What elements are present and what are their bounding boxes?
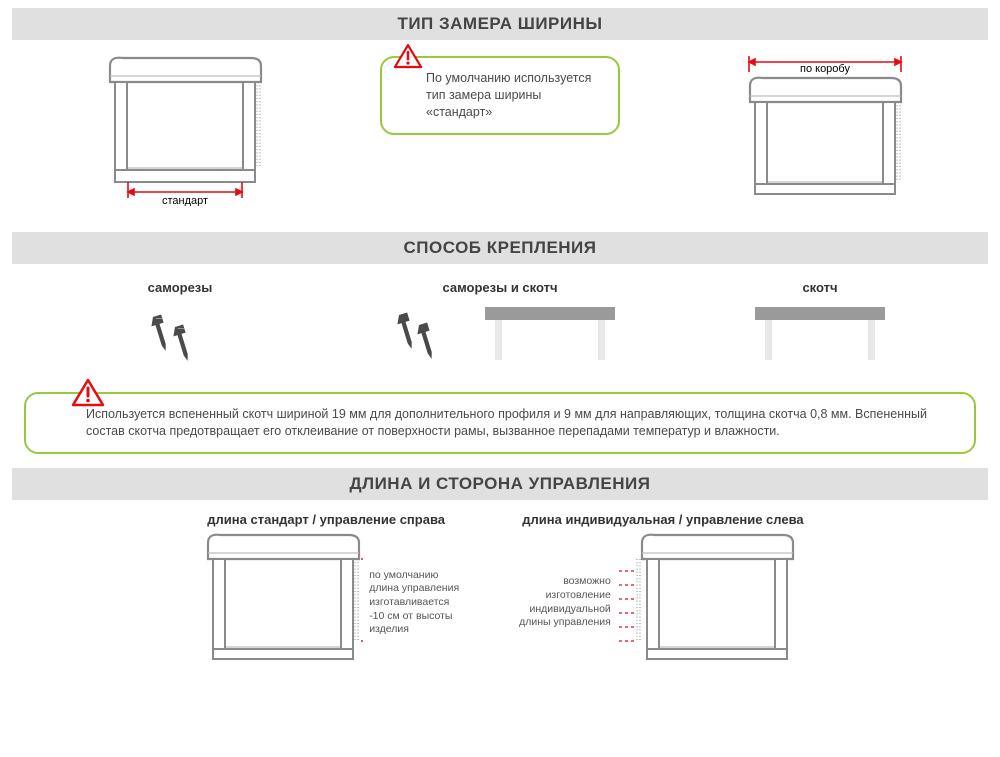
note-line: индивидуальной [519, 603, 611, 617]
control-label-individual: длина индивидуальная / управление слева [519, 512, 807, 527]
note-line: возможно [519, 575, 611, 589]
control-label-standard: длина стандарт / управление справа [193, 512, 459, 527]
control-standard: длина стандарт / управление справа [193, 512, 459, 673]
control-note-individual: возможно изготовление индивидуальной дли… [519, 575, 611, 630]
warning-icon [394, 44, 422, 69]
blind-diagram-standard: стандарт [95, 56, 265, 206]
width-box-col: по коробу [660, 56, 980, 206]
mount-screws-tape: саморезы и скотч [340, 280, 660, 363]
section-header-width: ТИП ЗАМЕРА ШИРИНЫ [12, 8, 988, 40]
control-row: длина стандарт / управление справа [0, 508, 1000, 685]
width-row: стандарт По умолчанию используется тип з… [0, 48, 1000, 224]
callout-mount-text: Используется вспененный скотч шириной 19… [86, 407, 927, 438]
dim-label-standard: стандарт [162, 195, 208, 206]
control-individual: длина индивидуальная / управление слева … [519, 512, 807, 673]
note-line: длины управления [519, 616, 611, 630]
section-header-control: ДЛИНА И СТОРОНА УПРАВЛЕНИЯ [12, 468, 988, 500]
mount-screws: саморезы [20, 280, 340, 368]
mount-row: саморезы саморезы и скотч [0, 272, 1000, 386]
control-note-standard: по умолчанию длина управления изготавлив… [369, 569, 459, 637]
section-header-mount: СПОСОБ КРЕПЛЕНИЯ [12, 232, 988, 264]
note-line: -10 см от высоты [369, 610, 459, 624]
mount-label-screws-tape: саморезы и скотч [340, 280, 660, 295]
dim-label-box: по коробу [800, 63, 850, 75]
mount-tape: скотч [660, 280, 980, 368]
blind-diagram-control-right [193, 533, 363, 673]
screws-icon [135, 303, 225, 363]
blind-diagram-box: по коробу [735, 56, 905, 206]
note-line: длина управления [369, 582, 459, 596]
blind-diagram-control-left [617, 533, 807, 673]
mount-label-screws: саморезы [20, 280, 340, 295]
callout-mount: Используется вспененный скотч шириной 19… [24, 392, 976, 454]
note-line: изготавливается [369, 596, 459, 610]
mount-label-tape: скотч [660, 280, 980, 295]
screws-icon [385, 303, 465, 363]
callout-width-text: По умолчанию используется тип замера шир… [426, 71, 591, 119]
note-line: по умолчанию [369, 569, 459, 583]
callout-width: По умолчанию используется тип замера шир… [380, 56, 620, 135]
width-standard-col: стандарт [20, 56, 340, 206]
tape-icon [485, 303, 615, 363]
note-line: изделия [369, 623, 459, 637]
tape-icon [755, 303, 885, 363]
warning-icon [72, 379, 104, 407]
note-line: изготовление [519, 589, 611, 603]
